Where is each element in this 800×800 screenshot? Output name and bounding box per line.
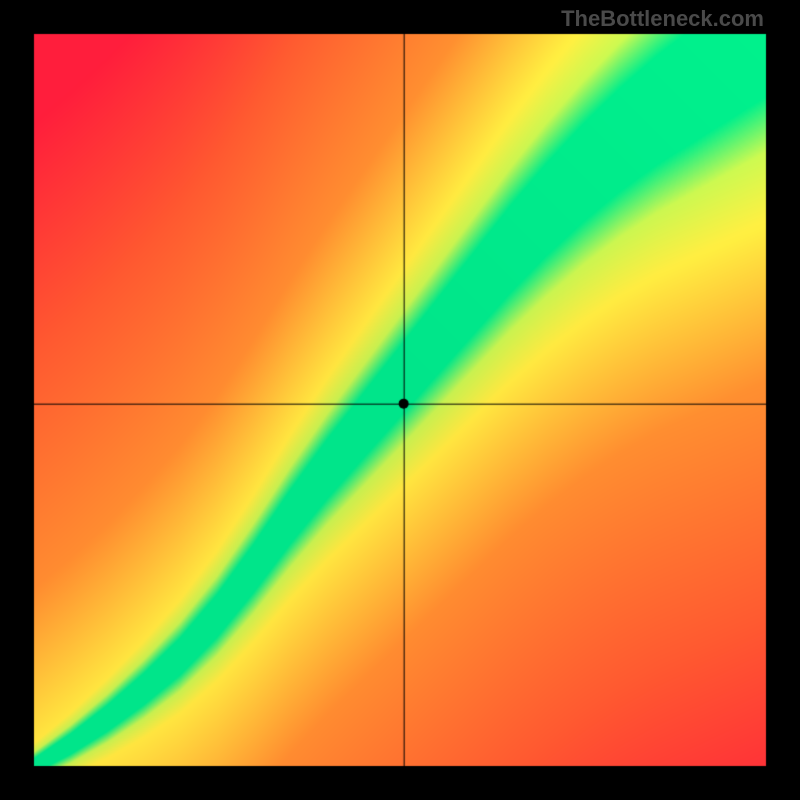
bottleneck-heatmap (0, 0, 800, 800)
watermark-text: TheBottleneck.com (561, 6, 764, 32)
